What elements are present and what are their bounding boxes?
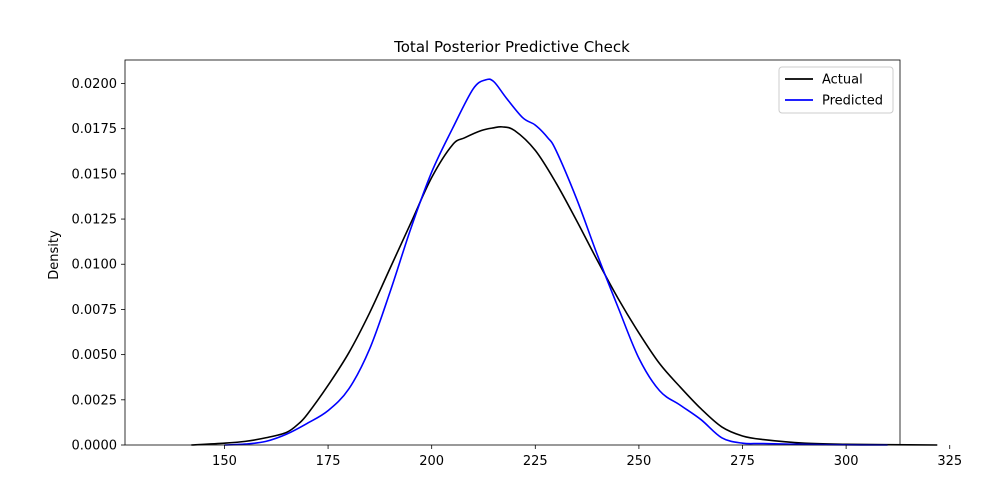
y-tick-label: 0.0175: [72, 122, 118, 137]
y-tick-label: 0.0100: [72, 258, 118, 273]
x-tick-label: 150: [212, 454, 237, 469]
x-tick-label: 275: [730, 454, 755, 469]
series-layer: [191, 78, 938, 446]
y-tick-label: 0.0075: [72, 303, 118, 318]
x-tick-label: 175: [316, 454, 341, 469]
plot-frame: [124, 59, 901, 446]
y-tick-label: 0.0125: [72, 213, 118, 228]
x-tick-label: 250: [626, 454, 651, 469]
x-tick-label: 325: [937, 454, 962, 469]
x-tick-label: 300: [834, 454, 859, 469]
y-tick-label: 0.0200: [72, 77, 118, 92]
legend-label-actual: Actual: [822, 73, 863, 88]
series-line-actual: [191, 125, 938, 446]
axes-layer: 150 175 200 225 250 275 300 325 0.0000 0.0025 0.00…: [72, 59, 962, 469]
y-tick-label: 0.0000: [72, 439, 118, 454]
chart-title: Total Posterior Predictive Check: [393, 38, 630, 56]
y-axis-label: Density: [47, 230, 62, 280]
legend-label-predicted: Predicted: [822, 94, 883, 109]
x-tick-label: 200: [419, 454, 444, 469]
x-tick-label: 225: [523, 454, 548, 469]
y-tick-label: 0.0025: [72, 393, 118, 408]
series-line-predicted: [224, 78, 888, 446]
legend: Actual Predicted: [778, 66, 894, 114]
y-tick-label: 0.0050: [72, 348, 118, 363]
y-tick-label: 0.0150: [72, 167, 118, 182]
